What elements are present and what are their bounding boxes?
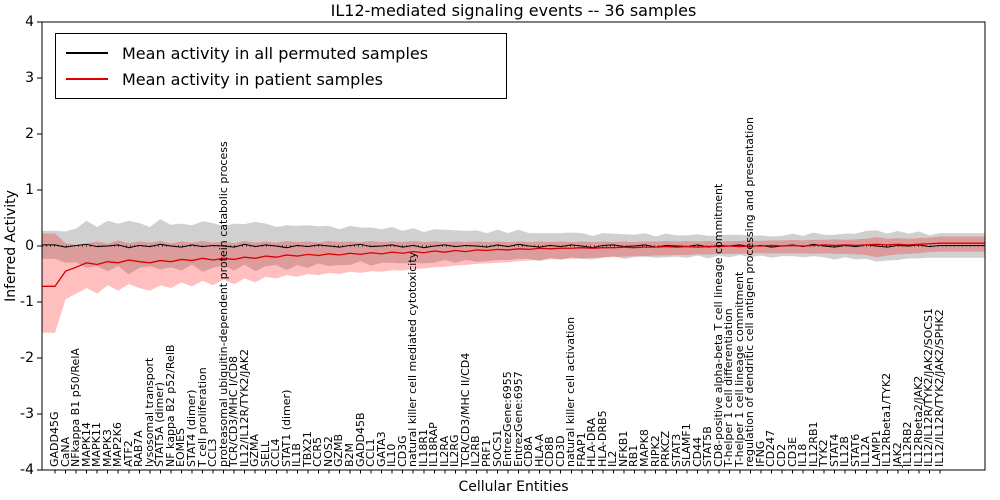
y-tick-label: 4 <box>25 14 34 30</box>
y-tick-label: -1 <box>20 294 34 310</box>
y-tick-label: 0 <box>25 238 34 254</box>
x-tick-label: IL12/IL12R/TYK2/JAK2/SPHK2 <box>933 309 946 467</box>
legend-label-permuted: Mean activity in all permuted samples <box>122 43 429 63</box>
legend-line-patient-icon <box>66 78 108 80</box>
y-tick-label: -4 <box>20 462 34 478</box>
y-tick-label: 2 <box>25 126 34 142</box>
legend-item-patient: Mean activity in patient samples <box>56 66 506 92</box>
y-tick-label: -3 <box>20 406 34 422</box>
legend-line-permuted-icon <box>66 52 108 54</box>
legend-item-permuted: Mean activity in all permuted samples <box>56 40 506 66</box>
permuted-confidence-band <box>42 219 985 275</box>
patient-confidence-band <box>42 233 985 333</box>
legend: Mean activity in all permuted samples Me… <box>55 33 507 99</box>
chart-title: IL12-mediated signaling events -- 36 sam… <box>330 1 697 20</box>
y-tick-label: 1 <box>25 182 34 198</box>
y-tick-label: -2 <box>20 350 34 366</box>
x-axis-label: Cellular Entities <box>458 479 569 495</box>
x-tick-label: regulation of dendritic cell antigen pro… <box>743 117 757 467</box>
patient-mean-line <box>42 242 985 287</box>
y-tick-label: 3 <box>25 70 34 86</box>
legend-label-patient: Mean activity in patient samples <box>122 69 383 89</box>
